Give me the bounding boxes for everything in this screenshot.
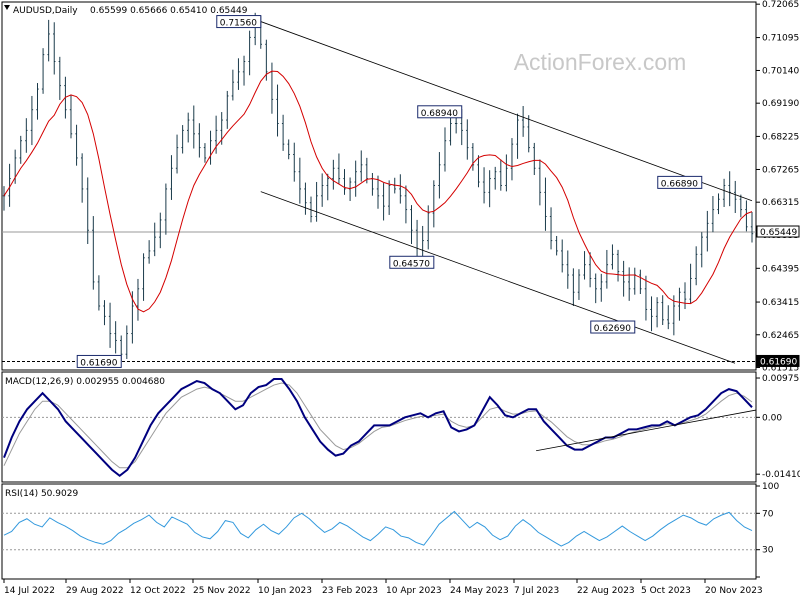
date-tick-label: 20 Nov 2023 (705, 586, 763, 596)
ohlc-readout: 0.65599 0.65666 0.65410 0.65449 (90, 6, 248, 16)
rsi-series (2, 510, 756, 551)
channel-line (260, 21, 753, 202)
macd-trend-line (536, 409, 757, 452)
price-annotation-label: 0.66890 (661, 179, 698, 189)
price-marker-label: 0.65449 (760, 228, 797, 238)
price-tick-label: 0.63415 (762, 298, 799, 308)
price-annotation-box (216, 15, 262, 29)
price-tick-label: 0.70140 (762, 66, 799, 76)
rsi-tick-label: 70 (762, 509, 774, 519)
price-annotation-box (76, 354, 122, 368)
price-annotation-label: 0.61690 (80, 358, 117, 368)
price-annotation-box (417, 105, 463, 119)
macd-tick-label: -0.014107 (762, 470, 800, 480)
price-tick-label: 0.62465 (762, 331, 799, 341)
macd-series (2, 378, 757, 478)
price-panel-frame (1, 1, 757, 371)
date-tick-label: 5 Oct 2023 (641, 586, 691, 596)
rsi-line (3, 510, 753, 547)
macd-panel-frame (1, 371, 757, 483)
price-tick-label: 0.64395 (762, 264, 799, 274)
date-tick-label: 10 Apr 2023 (386, 586, 442, 596)
price-axis: 0.72065 0.71095 0.70140 0.69190 0.68225 0.672… (756, 0, 800, 373)
date-tick-label: 12 Oct 2022 (130, 586, 186, 596)
price-annotation-label: 0.62690 (594, 324, 631, 334)
macd-axis: 0.009751 0.00 -0.014107 (756, 374, 800, 480)
date-tick-label: 14 Jul 2022 (4, 586, 55, 596)
price-tick-label: 0.61515 (762, 363, 799, 373)
macd-panel: MACD(12,26,9) 0.002955 0.004680 0.009751… (1, 371, 800, 483)
macd-tick-label: 0.009751 (762, 374, 800, 384)
price-tick-label: 0.69190 (762, 99, 799, 109)
rsi-tick-label: 30 (762, 546, 774, 556)
price-marker-label: 0.61690 (760, 357, 797, 367)
price-tick-label: 0.68225 (762, 132, 799, 142)
chart-header: AUDUSD,Daily 0.65599 0.65666 0.65410 0.6… (4, 5, 248, 16)
macd-line (3, 378, 753, 478)
moving-average-line (3, 70, 753, 313)
date-tick-label: 7 Jul 2023 (514, 586, 559, 596)
date-tick-label: 22 Aug 2023 (577, 586, 635, 596)
date-tick-label: 25 Nov 2022 (193, 586, 251, 596)
price-tick-label: 0.71095 (762, 34, 799, 44)
symbol-title: AUDUSD,Daily (13, 6, 78, 16)
price-annotation-box (590, 320, 636, 334)
rsi-axis: 100 70 30 (756, 482, 779, 578)
price-annotation-label: 0.64570 (393, 259, 430, 269)
date-tick-label: 10 Jan 2023 (258, 586, 312, 596)
price-series: 0.71560 0.68940 0.66890 0.64570 0.62690 0.616… (2, 12, 756, 368)
price-annotation-label: 0.71560 (220, 19, 257, 29)
rsi-panel-frame (1, 483, 757, 580)
price-marker-box (756, 225, 800, 238)
channel-line (260, 191, 736, 364)
price-panel: 0.72065 0.71095 0.70140 0.69190 0.68225 0.672… (1, 0, 800, 373)
date-axis: 14 Jul 2022 29 Aug 2022 12 Oct 2022 25 Nov … (3, 579, 763, 596)
macd-tick-label: 0.00 (762, 413, 782, 423)
macd-title: MACD(12,26,9) 0.002955 0.004680 (5, 377, 165, 387)
date-tick-label: 23 Feb 2023 (322, 586, 378, 596)
price-marker-box (756, 354, 800, 367)
price-tick-label: 0.72065 (762, 0, 799, 10)
rsi-tick-label: 100 (762, 482, 779, 492)
price-tick-label: 0.67265 (762, 165, 799, 175)
price-annotation-box (389, 255, 435, 269)
watermark-text: ActionForex.com (514, 49, 687, 75)
price-tick-label: 0.66315 (762, 198, 799, 208)
date-tick-label: 24 May 2023 (450, 586, 509, 596)
rsi-title: RSI(14) 50.9029 (5, 489, 78, 499)
price-annotation-label: 0.68940 (421, 109, 458, 119)
rsi-panel: RSI(14) 50.9029 100 70 30 (1, 482, 779, 580)
price-annotation-box (657, 175, 703, 189)
date-tick-label: 29 Aug 2022 (66, 586, 124, 596)
collapse-arrow-icon[interactable] (4, 5, 10, 10)
